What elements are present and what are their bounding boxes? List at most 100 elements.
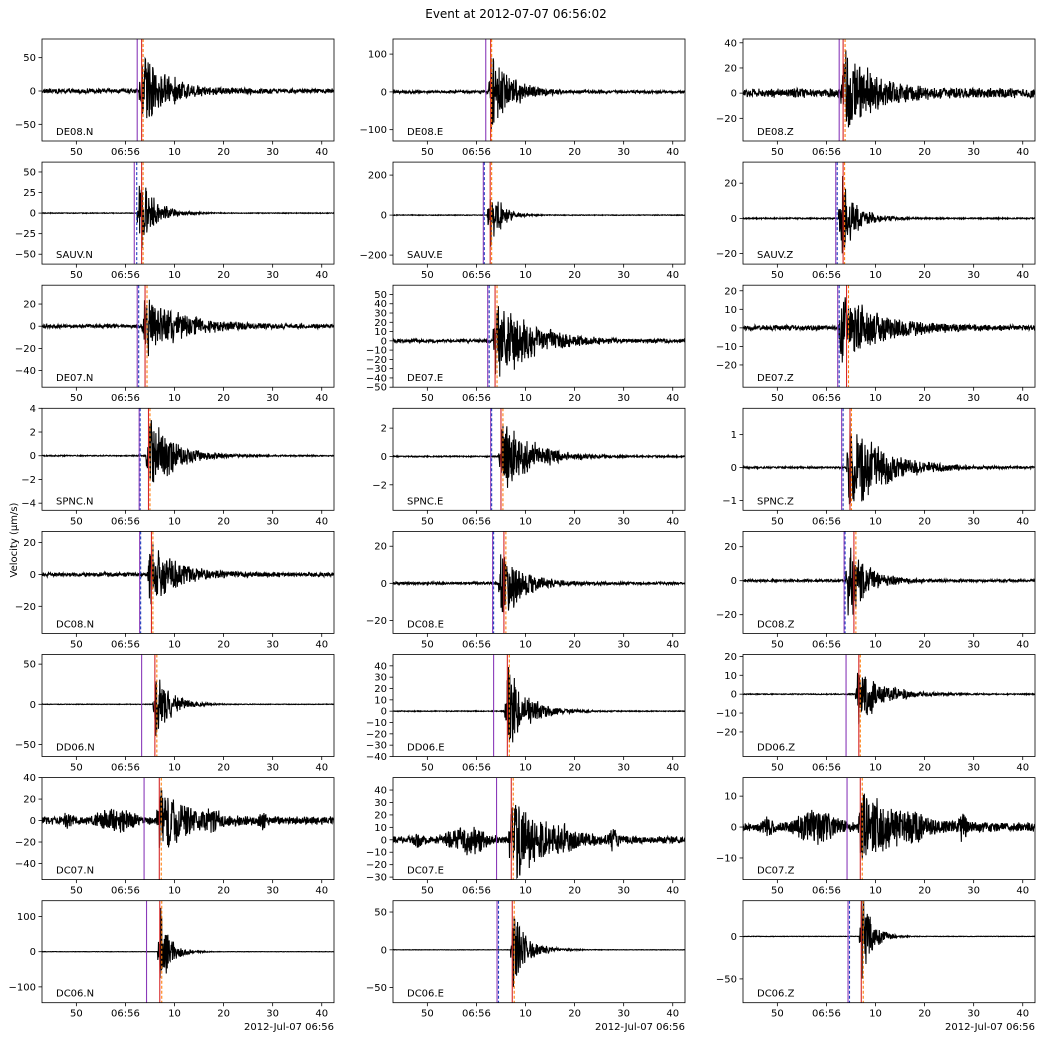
y-tick-label: 20 (374, 684, 387, 695)
y-tick-label: 0 (731, 214, 737, 225)
y-tick-label: −10 (716, 709, 737, 720)
x-tick-label: 30 (617, 1009, 630, 1020)
y-tick-label: 0 (30, 816, 36, 827)
x-tick-label: 40 (315, 147, 328, 158)
x-tick-label: 20 (568, 1009, 581, 1020)
trace-de07-e (393, 306, 685, 377)
y-tick-label: −20 (716, 114, 737, 125)
trace-dc08-n (42, 544, 334, 605)
y-tick-label: 50 (23, 53, 36, 64)
x-tick-label: 50 (421, 270, 434, 281)
y-tick-label: 50 (23, 660, 36, 671)
y-tick-label: 40 (374, 299, 387, 310)
x-tick-label: 20 (217, 1009, 230, 1020)
y-tick-label: 0 (30, 322, 36, 333)
y-tick-label: 10 (724, 792, 737, 803)
axes-frame-dc08-e (392, 531, 686, 634)
y-tick-label: 50 (23, 167, 36, 178)
x-tick-label: 50 (771, 763, 784, 774)
station-label-sauv-e: SAUV.E (407, 250, 443, 261)
x-tick-label: 50 (771, 886, 784, 897)
y-tick-label: 4 (30, 404, 36, 415)
x-tick-label: 30 (617, 147, 630, 158)
station-label-dc06-n: DC06.N (56, 989, 94, 1000)
y-tick-label: 30 (374, 673, 387, 684)
station-label-dc07-z: DC07.Z (757, 866, 795, 877)
axes-frame-de07-z (742, 284, 1036, 388)
x-tick-label: 06:56 (812, 270, 841, 281)
y-tick-label: 30 (374, 309, 387, 320)
trace-de08-e (393, 57, 685, 130)
x-tick-label: 30 (967, 639, 980, 650)
x-tick-label: 20 (568, 393, 581, 404)
x-tick-label: 40 (666, 147, 679, 158)
y-tick-label: 0 (731, 690, 737, 701)
x-tick-label: 50 (421, 516, 434, 527)
x-tick-label: 50 (70, 639, 83, 650)
axes-frame-dc07-n (41, 777, 335, 880)
x-tick-label: 50 (421, 1009, 434, 1020)
axes-frame-dd06-n (41, 654, 335, 757)
x-tick-label: 30 (967, 516, 980, 527)
x-tick-label: 30 (967, 147, 980, 158)
x-tick-label: 06:56 (111, 886, 140, 897)
panel-de07-n: −40 −20 0 20 50 06:56 10 20 30 40 DE07.N (15, 284, 335, 404)
x-tick-label: 40 (666, 1009, 679, 1020)
panel-dc08-e: −20 0 20 50 06:56 10 20 30 40 DC08.E (366, 531, 686, 650)
x-tick-label: 50 (771, 639, 784, 650)
x-tick-label: 06:56 (462, 1009, 491, 1020)
panel-sauv-n: −50 −25 0 25 50 50 06:56 10 20 30 40 SAUV.N (15, 161, 335, 281)
y-tick-label: −2 (372, 480, 387, 491)
x-tick-label: 06:56 (812, 886, 841, 897)
x-tick-label: 50 (771, 270, 784, 281)
x-tick-label: 50 (70, 393, 83, 404)
panel-dc07-z: −10 0 10 50 06:56 10 20 30 40 DC07.Z (716, 777, 1036, 897)
station-label-sauv-z: SAUV.Z (757, 250, 793, 261)
x-tick-label: 20 (918, 516, 931, 527)
panel-sauv-e: −200 0 200 50 06:56 10 20 30 40 SAUV.E (360, 161, 686, 281)
x-tick-label: 10 (519, 516, 532, 527)
x-tick-label: 30 (617, 639, 630, 650)
x-tick-label: 20 (217, 270, 230, 281)
x-tick-label: 06:56 (812, 763, 841, 774)
x-tick-label: 30 (617, 393, 630, 404)
trace-spnc-z (743, 417, 1035, 505)
x-tick-label: 40 (666, 763, 679, 774)
y-axis-label: Velocity (μm/s) (9, 502, 20, 577)
x-tick-label: 10 (168, 270, 181, 281)
x-tick-label: 06:56 (111, 1009, 140, 1020)
trace-dc08-e (393, 554, 685, 613)
y-tick-label: −30 (366, 741, 387, 752)
x-tick-label: 06:56 (462, 393, 491, 404)
y-tick-label: −40 (366, 373, 387, 384)
x-tick-label: 50 (771, 147, 784, 158)
x-tick-label: 30 (266, 147, 279, 158)
x-tick-label: 40 (1016, 763, 1029, 774)
x-tick-label: 20 (918, 763, 931, 774)
x-tick-label: 40 (666, 393, 679, 404)
x-tick-label: 40 (315, 763, 328, 774)
x-tick-label: 30 (266, 639, 279, 650)
x-tick-label: 40 (1016, 516, 1029, 527)
station-label-de08-e: DE08.E (407, 127, 443, 138)
x-tick-label: 40 (315, 886, 328, 897)
station-label-dd06-z: DD06.Z (757, 743, 795, 754)
panel-spnc-e: −2 0 2 50 06:56 10 20 30 40 SPNC.E (372, 407, 686, 527)
y-tick-label: 0 (381, 945, 387, 956)
x-tick-label: 50 (70, 763, 83, 774)
station-label-spnc-z: SPNC.Z (757, 496, 794, 507)
y-tick-label: −30 (366, 873, 387, 884)
x-tick-label: 06:56 (111, 147, 140, 158)
trace-sauv-n (42, 185, 334, 248)
x-tick-label: 20 (918, 393, 931, 404)
y-tick-label: 20 (23, 300, 36, 311)
x-tick-label: 30 (266, 886, 279, 897)
y-tick-label: 0 (731, 576, 737, 587)
panel-spnc-n: −4 −2 0 2 4 50 06:56 10 20 30 40 SPNC.N (21, 404, 335, 527)
x-tick-label: 40 (666, 516, 679, 527)
y-tick-label: −100 (9, 982, 36, 993)
trace-dc06-z (743, 900, 1035, 979)
x-tick-label: 10 (168, 393, 181, 404)
trace-dc07-e (393, 804, 685, 880)
